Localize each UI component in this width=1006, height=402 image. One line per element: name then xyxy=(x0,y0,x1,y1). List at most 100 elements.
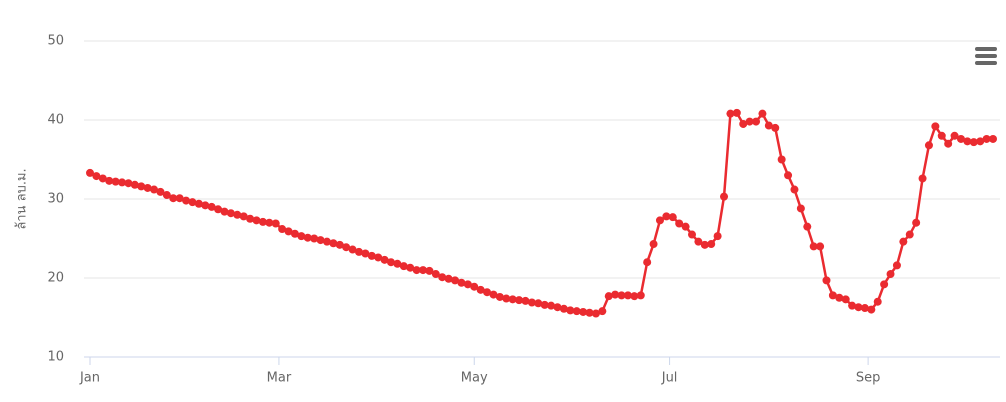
point xyxy=(342,243,351,252)
point xyxy=(675,219,684,228)
point xyxy=(495,292,504,301)
point xyxy=(438,273,447,282)
point xyxy=(784,171,793,180)
point xyxy=(214,205,223,214)
point xyxy=(636,291,645,300)
point xyxy=(297,232,306,241)
point xyxy=(98,174,107,183)
point xyxy=(630,292,639,301)
point xyxy=(790,185,799,194)
point xyxy=(867,305,876,314)
point xyxy=(649,240,658,249)
point xyxy=(348,245,357,254)
point xyxy=(470,282,479,291)
point xyxy=(950,131,959,140)
point xyxy=(252,216,261,225)
point xyxy=(361,249,370,258)
point xyxy=(899,237,908,246)
point xyxy=(278,225,287,234)
point xyxy=(617,291,626,300)
point xyxy=(156,187,165,196)
point xyxy=(412,266,421,275)
point xyxy=(745,117,754,126)
point xyxy=(258,217,267,226)
menu-bar xyxy=(975,54,997,58)
point xyxy=(764,121,773,130)
point xyxy=(399,262,408,271)
point xyxy=(150,185,159,194)
point xyxy=(220,207,229,216)
point xyxy=(233,210,242,219)
point xyxy=(374,253,383,262)
point xyxy=(130,180,139,189)
point xyxy=(982,134,991,143)
point xyxy=(892,261,901,270)
y-tick-label: 20 xyxy=(47,271,64,286)
point xyxy=(143,183,152,192)
point xyxy=(367,251,376,260)
y-tick-label: 40 xyxy=(47,113,64,128)
point xyxy=(207,202,216,211)
point xyxy=(720,192,729,201)
point xyxy=(508,295,517,304)
point xyxy=(124,179,133,188)
point xyxy=(457,278,466,287)
point xyxy=(604,292,613,301)
point xyxy=(598,307,607,316)
point xyxy=(105,176,114,185)
point xyxy=(553,303,562,312)
point xyxy=(835,293,844,302)
point xyxy=(822,276,831,285)
point xyxy=(841,295,850,304)
point xyxy=(393,259,402,268)
point xyxy=(521,296,530,305)
point xyxy=(118,178,127,187)
point xyxy=(732,108,741,117)
point xyxy=(931,122,940,131)
point xyxy=(771,123,780,132)
point xyxy=(354,247,363,256)
point xyxy=(92,172,101,181)
point xyxy=(329,239,338,248)
point xyxy=(310,234,319,243)
point xyxy=(585,308,594,317)
point xyxy=(886,270,895,279)
point xyxy=(848,301,857,310)
point xyxy=(194,199,203,208)
point xyxy=(758,109,767,118)
point xyxy=(387,258,395,267)
point xyxy=(707,240,716,249)
point xyxy=(623,291,632,300)
point xyxy=(611,290,620,299)
point xyxy=(316,236,325,245)
point xyxy=(483,288,492,297)
point xyxy=(226,209,235,218)
point xyxy=(380,255,389,264)
menu-bar xyxy=(975,61,997,65)
point xyxy=(668,213,677,222)
point xyxy=(162,191,171,200)
point xyxy=(534,299,543,308)
point xyxy=(425,266,434,275)
menu-button[interactable] xyxy=(975,47,997,65)
point xyxy=(111,177,120,186)
point xyxy=(681,222,690,231)
point xyxy=(816,242,825,251)
point xyxy=(463,280,472,289)
point xyxy=(989,134,997,143)
point xyxy=(937,131,946,140)
point xyxy=(489,290,498,299)
menu-bar xyxy=(975,47,997,51)
y-tick-label: 10 xyxy=(47,350,64,365)
point xyxy=(335,240,344,249)
point xyxy=(700,240,709,249)
point xyxy=(86,168,94,177)
point xyxy=(662,212,671,221)
point xyxy=(246,214,255,223)
point xyxy=(303,233,312,242)
point xyxy=(777,155,786,164)
point xyxy=(860,304,869,313)
point xyxy=(905,230,914,239)
point xyxy=(713,232,722,241)
point xyxy=(451,276,460,285)
